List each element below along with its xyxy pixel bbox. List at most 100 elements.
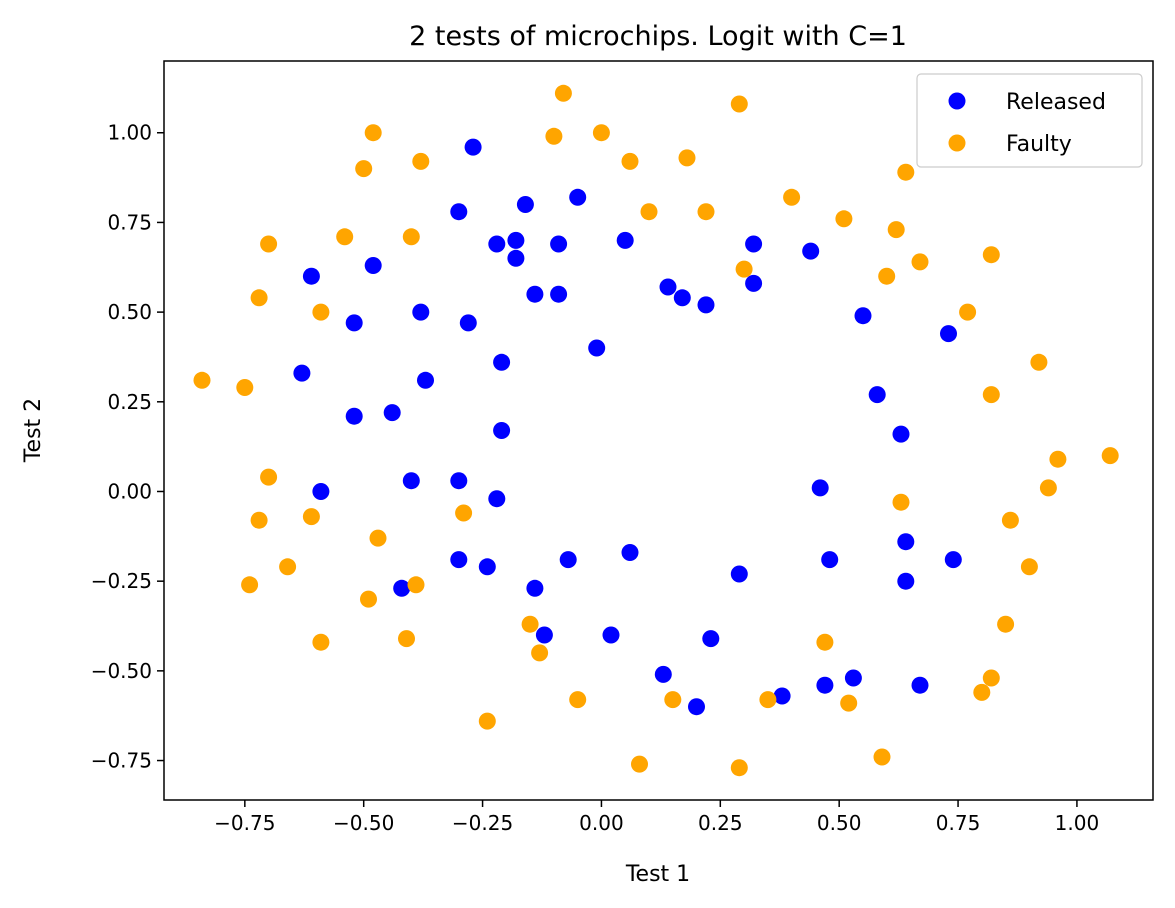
point-released-14 (459, 314, 477, 332)
point-faulty-25 (1001, 511, 1019, 529)
point-released-19 (383, 404, 401, 422)
point-faulty-47 (312, 633, 330, 651)
point-faulty-11 (783, 188, 801, 206)
point-released-18 (345, 407, 363, 425)
point-released-21 (588, 339, 606, 357)
point-released-4 (488, 235, 506, 253)
point-released-52 (654, 665, 672, 683)
x-tick-label: 0.75 (936, 811, 981, 835)
point-faulty-32 (873, 748, 891, 766)
point-faulty-33 (816, 633, 834, 651)
point-faulty-20 (1030, 353, 1048, 371)
point-faulty-30 (973, 683, 991, 701)
point-released-6 (507, 249, 525, 267)
x-tick-label: 0.50 (817, 811, 862, 835)
point-released-56 (844, 669, 862, 687)
x-tick-label: −0.75 (214, 811, 275, 835)
x-axis: −0.75 −0.50 −0.25 0.00 0.25 0.50 0.75 1.00 (214, 800, 1099, 835)
point-released-26 (745, 235, 763, 253)
point-released-5 (507, 231, 525, 249)
point-faulty-16 (878, 267, 896, 285)
point-faulty-0 (364, 124, 382, 142)
point-released-36 (488, 490, 506, 508)
y-axis-label: Test 2 (21, 398, 46, 463)
point-released-0 (464, 138, 482, 156)
point-released-51 (702, 630, 720, 648)
data-points (193, 84, 1119, 777)
point-faulty-40 (531, 644, 549, 662)
point-released-43 (526, 579, 544, 597)
point-released-23 (659, 278, 677, 296)
point-faulty-10 (697, 203, 715, 221)
point-faulty-9 (640, 203, 658, 221)
point-faulty-27 (1020, 558, 1038, 576)
chart-title: 2 tests of microchips. Logit with C=1 (409, 21, 907, 52)
point-faulty-45 (360, 590, 377, 608)
point-faulty-35 (730, 759, 748, 777)
point-released-3 (569, 188, 587, 206)
point-released-48 (944, 551, 962, 569)
point-released-30 (940, 325, 957, 343)
y-axis: −0.75 −0.50 −0.25 0.00 0.25 0.50 0.75 1.00 (91, 121, 164, 773)
point-faulty-56 (260, 235, 278, 253)
point-faulty-31 (840, 694, 858, 712)
legend: Released Faulty (916, 73, 1143, 168)
x-tick-label: −0.50 (333, 811, 394, 835)
point-released-49 (535, 626, 553, 644)
point-released-31 (868, 386, 886, 404)
point-released-22 (616, 231, 634, 249)
point-faulty-29 (982, 669, 1000, 687)
point-faulty-50 (241, 576, 259, 594)
point-released-7 (550, 235, 568, 253)
y-tick-label: 1.00 (107, 121, 152, 145)
point-released-25 (697, 296, 715, 314)
point-faulty-42 (455, 504, 473, 522)
y-tick-label: 0.50 (107, 300, 152, 324)
point-released-9 (550, 285, 568, 303)
point-faulty-53 (236, 379, 254, 396)
y-tick-label: −0.25 (91, 569, 152, 593)
point-faulty-4 (545, 127, 563, 145)
point-released-35 (450, 472, 468, 490)
point-released-53 (688, 698, 705, 716)
point-faulty-57 (312, 303, 330, 321)
y-tick-label: −0.75 (91, 749, 152, 773)
point-faulty-44 (407, 576, 425, 594)
point-released-47 (897, 572, 915, 590)
point-faulty-19 (959, 303, 977, 321)
point-faulty-41 (478, 712, 496, 730)
x-tick-label: 1.00 (1055, 811, 1100, 835)
point-released-29 (854, 307, 872, 325)
point-faulty-8 (730, 95, 748, 113)
point-released-24 (673, 289, 691, 307)
point-released-44 (730, 565, 748, 583)
point-released-46 (897, 533, 915, 551)
point-released-15 (493, 353, 511, 371)
point-released-41 (478, 558, 496, 576)
point-faulty-59 (402, 228, 420, 246)
point-released-16 (293, 364, 311, 382)
point-faulty-14 (887, 221, 905, 239)
point-faulty-36 (631, 755, 648, 773)
point-faulty-37 (664, 691, 682, 709)
point-released-20 (493, 422, 511, 439)
point-released-12 (345, 314, 363, 332)
point-released-17 (417, 371, 434, 389)
point-faulty-3 (554, 84, 572, 102)
point-faulty-49 (279, 558, 297, 576)
point-faulty-34 (759, 691, 777, 709)
point-faulty-21 (982, 386, 1000, 404)
point-released-39 (621, 544, 639, 561)
y-tick-label: −0.50 (91, 659, 152, 683)
point-released-32 (892, 425, 910, 443)
point-faulty-1 (355, 160, 373, 178)
point-faulty-17 (911, 253, 929, 271)
legend-label-faulty: Faulty (1006, 132, 1072, 157)
point-released-33 (312, 483, 330, 500)
point-released-50 (602, 626, 620, 644)
point-faulty-7 (678, 149, 696, 167)
point-released-37 (811, 479, 829, 497)
point-faulty-24 (1039, 479, 1057, 497)
point-released-42 (393, 579, 411, 597)
